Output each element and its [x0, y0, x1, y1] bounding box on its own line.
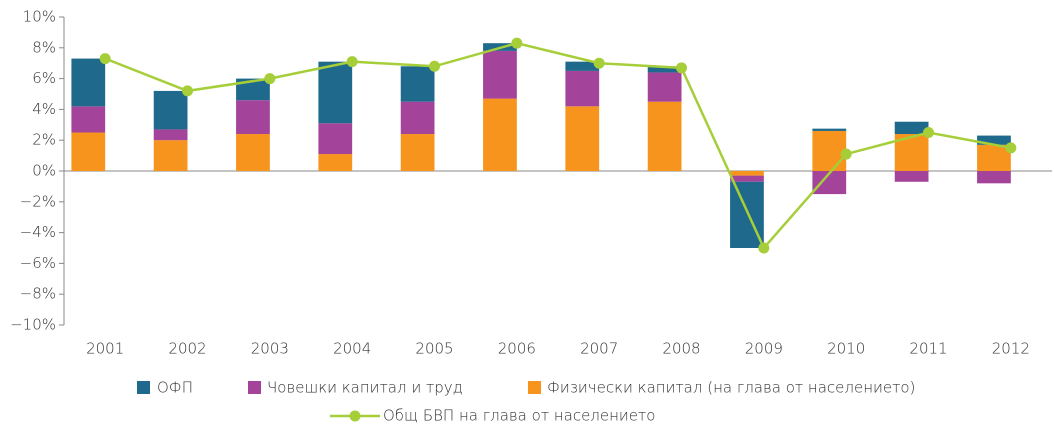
- bar: [812, 171, 847, 195]
- bar: [483, 98, 517, 171]
- line-point: [840, 148, 852, 160]
- bar: [71, 106, 106, 133]
- line-point: [593, 57, 605, 69]
- x-tick-label: 2011: [909, 340, 947, 358]
- y-tick-label: −8%: [20, 285, 56, 303]
- line-point: [346, 56, 358, 68]
- y-tick-label: 6%: [32, 69, 56, 87]
- legend-label: Общ БВП на глава от населението: [383, 407, 655, 425]
- y-tick-label: 10%: [23, 8, 56, 26]
- x-tick-label: 2005: [415, 340, 453, 358]
- legend-dot: [349, 410, 361, 422]
- bar: [565, 70, 600, 107]
- legend-swatch: [528, 381, 541, 394]
- line-point: [429, 60, 440, 72]
- bar: [647, 101, 682, 171]
- legend-label: Човешки капитал и труд: [267, 379, 463, 397]
- line: [104, 41, 1012, 251]
- y-tick-label: 0%: [32, 162, 56, 180]
- bar: [894, 121, 929, 135]
- line-point: [182, 85, 193, 97]
- bar: [483, 50, 517, 99]
- bar: [730, 171, 764, 176]
- line-point: [1005, 142, 1017, 154]
- bar: [730, 175, 764, 182]
- bar: [236, 78, 270, 101]
- line-point: [676, 62, 687, 74]
- bar: [236, 100, 270, 135]
- x-tick-label: 2010: [827, 340, 865, 358]
- x-tick-label: 2001: [86, 340, 124, 358]
- x-tick-label: 2002: [168, 340, 206, 358]
- bar: [812, 128, 847, 131]
- bar: [400, 101, 435, 135]
- bar: [153, 90, 188, 130]
- line-point: [99, 53, 111, 65]
- line-point: [264, 73, 276, 85]
- y-tick-label: 4%: [32, 100, 56, 118]
- x-tick-label: 2006: [498, 340, 536, 358]
- bar: [894, 171, 929, 182]
- x-tick-label: 2009: [745, 340, 783, 358]
- y-tick-label: −10%: [10, 316, 56, 334]
- bar: [318, 154, 353, 171]
- x-tick-label: 2007: [580, 340, 618, 358]
- bar: [565, 106, 600, 171]
- bar: [400, 134, 435, 171]
- legend-swatch: [137, 381, 150, 394]
- x-tick-label: 2003: [251, 340, 289, 358]
- bar: [153, 140, 188, 171]
- bar: [318, 61, 353, 124]
- x-tick-label: 2012: [992, 340, 1030, 358]
- y-tick-label: 8%: [32, 38, 56, 56]
- bar: [565, 61, 600, 71]
- bar: [153, 129, 188, 141]
- legend-label: ОФП: [157, 379, 193, 397]
- legend-label: Физически капитал (на глава от население…: [547, 379, 915, 397]
- bar: [318, 123, 353, 155]
- bar: [977, 135, 1011, 145]
- bar: [977, 144, 1011, 171]
- x-tick-label: 2004: [333, 340, 371, 358]
- bar: [647, 66, 682, 73]
- y-tick-label: 2%: [32, 131, 56, 149]
- x-tick-label: 2008: [662, 340, 700, 358]
- bar: [647, 72, 682, 102]
- y-tick-label: −2%: [20, 192, 56, 210]
- line-point: [511, 37, 523, 49]
- bar: [236, 134, 270, 171]
- line-point: [758, 242, 770, 254]
- bar: [812, 130, 847, 171]
- line-point: [923, 127, 934, 138]
- bar: [977, 171, 1011, 184]
- bar: [71, 132, 106, 171]
- bar: [71, 58, 106, 107]
- y-tick-label: −6%: [20, 254, 56, 272]
- bar: [400, 66, 435, 102]
- y-tick-label: −4%: [20, 223, 56, 241]
- legend-swatch: [248, 381, 261, 394]
